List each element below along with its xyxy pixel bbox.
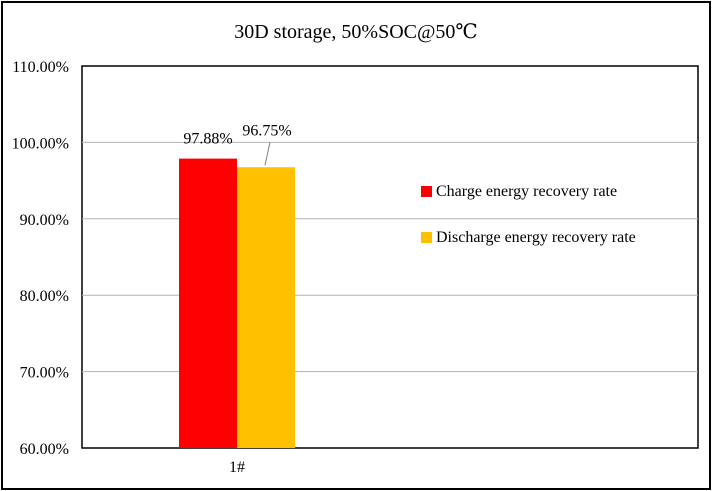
chart-title: 30D storage, 50%SOC@50℃ bbox=[234, 21, 478, 43]
legend-swatch bbox=[421, 232, 432, 243]
bars bbox=[179, 158, 295, 449]
y-tick-label: 70.00% bbox=[20, 365, 69, 382]
y-tick-label: 60.00% bbox=[20, 441, 69, 458]
y-axis-ticks: 60.00% 70.00% 80.00% 90.00% 100.00% 110.00% bbox=[12, 59, 69, 458]
y-tick-label: 80.00% bbox=[20, 288, 69, 305]
bar bbox=[237, 167, 295, 449]
legend-label: Charge energy recovery rate bbox=[436, 183, 617, 200]
data-label-leader-line bbox=[264, 141, 271, 166]
y-tick-label: 90.00% bbox=[20, 212, 69, 229]
legend-swatch bbox=[421, 186, 432, 197]
legend-label: Discharge energy recovery rate bbox=[436, 229, 636, 246]
y-tick-label: 100.00% bbox=[12, 135, 69, 152]
data-label: 97.88% bbox=[183, 131, 232, 148]
legend: Charge energy recovery rate Discharge ene… bbox=[421, 183, 636, 246]
data-label: 96.75% bbox=[242, 123, 291, 140]
x-tick-label: 1# bbox=[229, 459, 245, 476]
x-axis-ticks: 1# bbox=[229, 459, 245, 476]
plot-area bbox=[81, 65, 699, 449]
data-labels: 97.88% 96.75% bbox=[183, 123, 292, 166]
y-tick-label: 110.00% bbox=[12, 59, 69, 76]
bar bbox=[179, 158, 237, 448]
gridlines bbox=[82, 141, 698, 373]
